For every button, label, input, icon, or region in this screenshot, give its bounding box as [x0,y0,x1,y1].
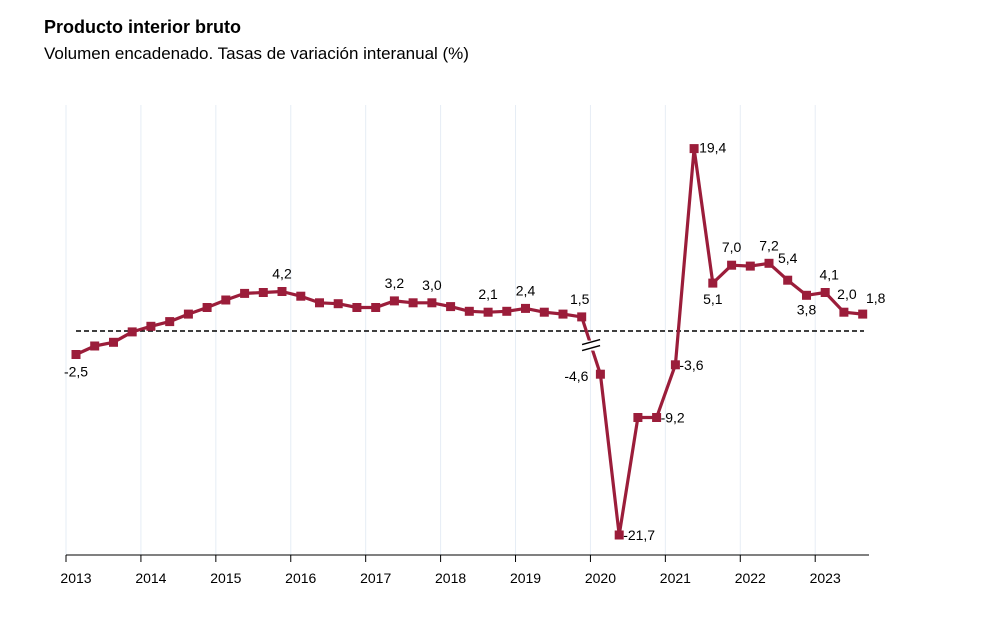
data-point-2015-Q2 [240,288,250,298]
data-label-2018-Q3: 2,1 [478,286,498,302]
x-tick-label-2023: 2023 [810,570,841,586]
x-tick-label-2017: 2017 [360,570,391,586]
data-point-2023-Q2 [839,307,849,317]
data-label-2019-Q4: 1,5 [570,291,590,307]
chart-title: Producto interior bruto [44,17,241,37]
data-point-2021-Q3 [708,278,718,288]
data-point-2014-Q4 [202,303,212,312]
data-point-2013-Q3 [109,337,118,347]
data-point-2019-Q3 [558,309,568,319]
data-label-2020-Q2: -21,7 [623,527,655,543]
data-point-2020-Q3 [633,413,643,422]
data-point-2016-Q4 [352,303,362,312]
data-point-2018-Q1 [446,302,456,312]
data-point-2016-Q3 [333,299,343,309]
axis-break-stroke [581,344,601,352]
data-label-2022-Q2: 7,2 [759,237,779,253]
data-label-2021-Q3: 5,1 [703,291,723,307]
data-point-2018-Q3 [483,307,493,317]
x-tick-label-2013: 2013 [60,570,91,586]
data-point-2015-Q4 [277,287,287,296]
data-label-2021-Q2: 19,4 [699,140,726,156]
axis-break-gap [581,340,602,351]
data-label-2021-Q1: -3,6 [679,357,703,373]
data-label-2019-Q1: 2,4 [516,282,536,298]
data-label-2022-Q3: 5,4 [778,250,798,266]
x-tick-label-2018: 2018 [435,570,466,586]
data-point-2023-Q1 [820,288,830,297]
data-label-2017-Q2: 3,2 [385,275,405,291]
chart-subtitle: Volumen encadenado. Tasas de variación i… [44,44,469,63]
data-label-2015-Q4: 4,2 [272,266,292,282]
data-point-2022-Q3 [783,275,793,285]
x-tick-label-2019: 2019 [510,570,541,586]
data-point-2016-Q1 [296,291,306,301]
data-point-2017-Q4 [427,298,437,308]
data-label-2023-Q2: 2,0 [837,286,857,302]
data-point-2019-Q1 [521,303,530,313]
x-tick-label-2014: 2014 [135,570,166,586]
x-tick-label-2020: 2020 [585,570,616,586]
data-point-2021-Q4 [727,260,737,270]
data-point-2022-Q4 [802,290,811,300]
data-point-2016-Q2 [315,298,324,308]
data-point-2015-Q3 [258,288,268,297]
data-point-2018-Q4 [502,306,512,316]
data-point-2019-Q2 [539,307,549,317]
data-label-2013-Q1: -2,5 [64,364,88,380]
data-point-2013-Q2 [90,341,100,351]
data-point-2020-Q4 [652,413,662,422]
data-point-2013-Q4 [127,327,137,337]
data-point-2022-Q1 [745,261,755,271]
data-label-2021-Q4: 7,0 [722,239,742,255]
series-line [75,147,863,537]
label-layer: -2,5 4,2 3,2 3,0 2,1 2,4 1,5 -4,6 -21,7 -9,2 -3,6 1… [64,140,886,543]
data-point-2021-Q2 [689,144,699,154]
x-tick-label-2016: 2016 [285,570,316,586]
data-point-2019-Q4 [577,312,587,322]
x-tick-label-2021: 2021 [660,570,691,586]
data-label-2017-Q4: 3,0 [422,277,442,293]
x-tick-label-2015: 2015 [210,570,241,586]
data-point-2017-Q2 [389,296,399,306]
data-point-2013-Q1 [71,350,81,359]
data-point-2021-Q1 [670,360,680,370]
data-point-2020-Q1 [595,369,605,379]
series-layer [71,144,868,540]
data-point-2020-Q2 [614,530,624,540]
data-point-2022-Q2 [764,258,774,268]
axis-layer: 2013 2014 2015 2016 2017 2018 2019 2020 2021 2022… [60,330,869,586]
data-label-2023-Q3: 1,8 [866,290,886,306]
data-point-2018-Q2 [464,306,474,316]
grid-layer [65,105,816,555]
data-point-2014-Q3 [183,309,193,319]
data-point-2014-Q1 [146,321,156,331]
data-label-2022-Q4: 3,8 [797,301,817,317]
data-point-2023-Q3 [858,309,868,319]
data-point-2015-Q1 [221,295,231,305]
axis-break-stroke [581,338,601,346]
x-tick-label-2022: 2022 [735,570,766,586]
data-label-2023-Q1: 4,1 [819,267,839,283]
data-point-2014-Q2 [165,317,175,327]
data-point-2017-Q1 [371,303,381,312]
data-label-2020-Q4: -9,2 [661,410,685,426]
data-label-2020-Q1: -4,6 [564,368,588,384]
axis-break-marker [581,338,602,352]
data-point-2017-Q3 [408,298,418,308]
